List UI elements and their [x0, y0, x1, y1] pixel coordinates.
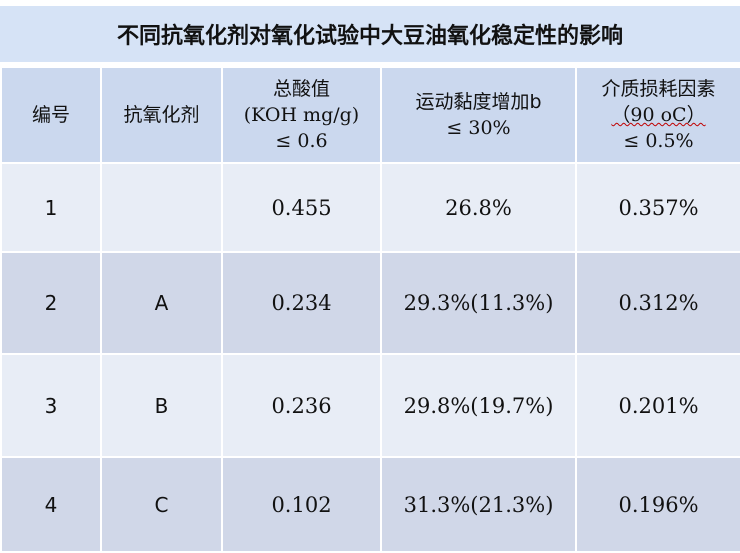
header-antioxidant: 抗氧化剂	[100, 66, 223, 164]
table-title: 不同抗氧化剂对氧化试验中大豆油氧化稳定性的影响	[0, 6, 740, 62]
cell-antioxidant: B	[100, 353, 223, 458]
cell-viscosity-increase: 26.8%	[380, 162, 577, 253]
header-number: 编号	[0, 66, 102, 164]
header-row: 编号 抗氧化剂 总酸值 (KOH mg/g) ≤ 0.6 运动黏度增加b ≤ 3…	[0, 66, 740, 164]
cell-dielectric-loss: 0.312%	[575, 251, 740, 355]
cell-dielectric-loss: 0.201%	[575, 353, 740, 458]
table-row: 3 B 0.236 29.8%(19.7%) 0.201%	[0, 353, 740, 458]
cell-viscosity-increase: 29.3%(11.3%)	[380, 251, 577, 355]
cell-dielectric-loss: 0.196%	[575, 456, 740, 553]
cell-antioxidant: A	[100, 251, 223, 355]
cell-antioxidant	[100, 162, 223, 253]
cell-acid-value: 0.234	[221, 251, 382, 355]
cell-antioxidant: C	[100, 456, 223, 553]
header-acid-value: 总酸值 (KOH mg/g) ≤ 0.6	[221, 66, 382, 164]
table-row: 2 A 0.234 29.3%(11.3%) 0.312%	[0, 251, 740, 355]
cell-number: 3	[0, 353, 102, 458]
table-row: 1 0.455 26.8% 0.357%	[0, 162, 740, 253]
cell-number: 4	[0, 456, 102, 553]
header-viscosity-increase: 运动黏度增加b ≤ 30%	[380, 66, 577, 164]
table-row: 4 C 0.102 31.3%(21.3%) 0.196%	[0, 456, 740, 553]
cell-number: 1	[0, 162, 102, 253]
cell-viscosity-increase: 31.3%(21.3%)	[380, 456, 577, 553]
header-dielectric-loss: 介质损耗因素 （90 oC） ≤ 0.5%	[575, 66, 740, 164]
cell-acid-value: 0.102	[221, 456, 382, 553]
cell-acid-value: 0.236	[221, 353, 382, 458]
cell-acid-value: 0.455	[221, 162, 382, 253]
cell-dielectric-loss: 0.357%	[575, 162, 740, 253]
cell-viscosity-increase: 29.8%(19.7%)	[380, 353, 577, 458]
results-table: 编号 抗氧化剂 总酸值 (KOH mg/g) ≤ 0.6 运动黏度增加b ≤ 3…	[0, 66, 740, 553]
cell-number: 2	[0, 251, 102, 355]
